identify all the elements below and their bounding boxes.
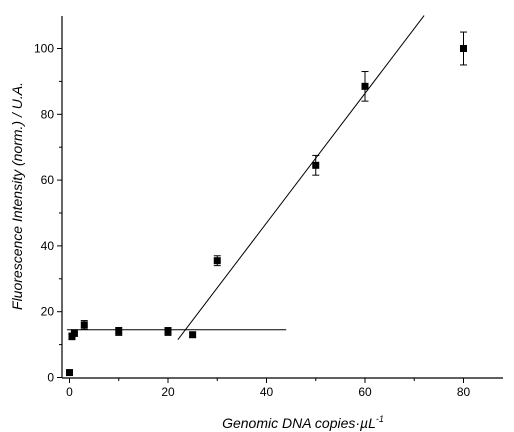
x-axis-title-superscript: -1 — [376, 414, 384, 424]
fit-lines — [67, 15, 425, 340]
y-tick-label: 60 — [41, 173, 55, 187]
data-point — [115, 327, 123, 335]
data-point — [164, 327, 172, 335]
y-tick-label: 100 — [34, 42, 54, 56]
data-point — [312, 161, 320, 169]
y-tick-label: 0 — [47, 371, 54, 385]
y-tick-label: 40 — [41, 239, 55, 253]
data-point — [213, 257, 221, 265]
x-tick-label: 0 — [66, 385, 73, 399]
data-point — [70, 329, 78, 337]
x-tick-label: 20 — [161, 385, 175, 399]
data-points — [66, 31, 467, 377]
x-axis-ticks: 0 20 40 60 80 — [66, 378, 470, 399]
y-tick-label: 80 — [41, 107, 55, 121]
axes — [61, 16, 503, 379]
data-point — [361, 82, 369, 90]
x-tick-label: 60 — [358, 385, 372, 399]
data-point — [460, 45, 467, 52]
x-tick-label: 80 — [457, 385, 471, 399]
y-axis-title: Fluorescence Intensity (norm.) / U.A. — [9, 82, 25, 310]
x-axis-title: Genomic DNA copies·µL-1 — [222, 414, 384, 431]
data-point — [66, 369, 73, 377]
y-tick-label: 20 — [41, 305, 55, 319]
data-point — [80, 321, 88, 329]
data-point — [189, 331, 197, 339]
fit-line — [177, 15, 425, 340]
y-axis-ticks: 0 20 40 60 80 100 — [34, 42, 62, 385]
x-tick-label: 40 — [260, 385, 274, 399]
